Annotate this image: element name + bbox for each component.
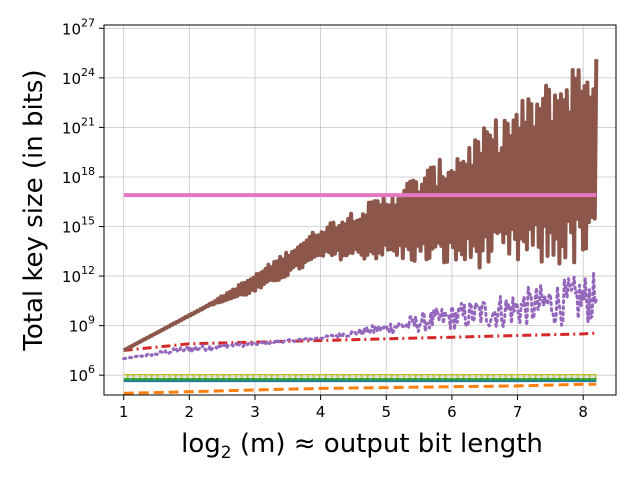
x-tick-label: 7 [513, 403, 523, 421]
x-tick-label: 5 [381, 403, 391, 421]
y-tick-exp: 24 [81, 66, 95, 79]
y-tick-exp: 6 [88, 363, 95, 376]
y-tick-label: 109 [69, 314, 95, 336]
y-tick-exp: 15 [81, 215, 95, 228]
y-tick-base: 10 [62, 70, 81, 88]
series-brown-solid [122, 59, 599, 353]
y-axis-title: Total key size (in bits) [19, 69, 49, 351]
y-tick-label: 1015 [62, 215, 95, 237]
x-axis-title: log2 (m) ≈ output bit length [181, 429, 543, 463]
series-orange-dashed [123, 382, 597, 395]
y-tick-exp: 21 [81, 115, 95, 128]
y-tick-base: 10 [69, 318, 88, 336]
y-tick-base: 10 [62, 20, 81, 38]
y-tick-base: 10 [69, 367, 88, 385]
y-tick-base: 10 [62, 219, 81, 237]
y-tick-base: 10 [62, 268, 81, 286]
y-tick-base: 10 [62, 119, 81, 137]
x-tick-label: 2 [185, 403, 195, 421]
y-tick-label: 1021 [62, 115, 95, 137]
x-tick-label: 6 [447, 403, 457, 421]
y-tick-label: 1024 [62, 66, 95, 88]
y-tick-label: 106 [69, 363, 95, 385]
y-tick-exp: 27 [81, 16, 95, 29]
y-tick-exp: 9 [88, 314, 95, 327]
y-tick-label: 1012 [62, 264, 95, 286]
y-tick-exp: 12 [81, 264, 95, 277]
x-tick-label: 1 [119, 403, 129, 421]
x-tick-label: 3 [250, 403, 260, 421]
y-tick-label: 1018 [62, 165, 95, 187]
x-axis-ticks: 1 2 3 4 5 6 7 8 [119, 395, 588, 421]
y-tick-label: 1027 [62, 16, 95, 38]
series-purple-dotted [122, 270, 598, 361]
y-tick-base: 10 [62, 169, 81, 187]
y-tick-exp: 18 [81, 165, 95, 178]
series-group [122, 59, 599, 395]
x-tick-label: 8 [578, 403, 588, 421]
series-red-dashdot [123, 331, 597, 352]
plot-frame [103, 24, 617, 396]
x-tick-label: 4 [316, 403, 326, 421]
